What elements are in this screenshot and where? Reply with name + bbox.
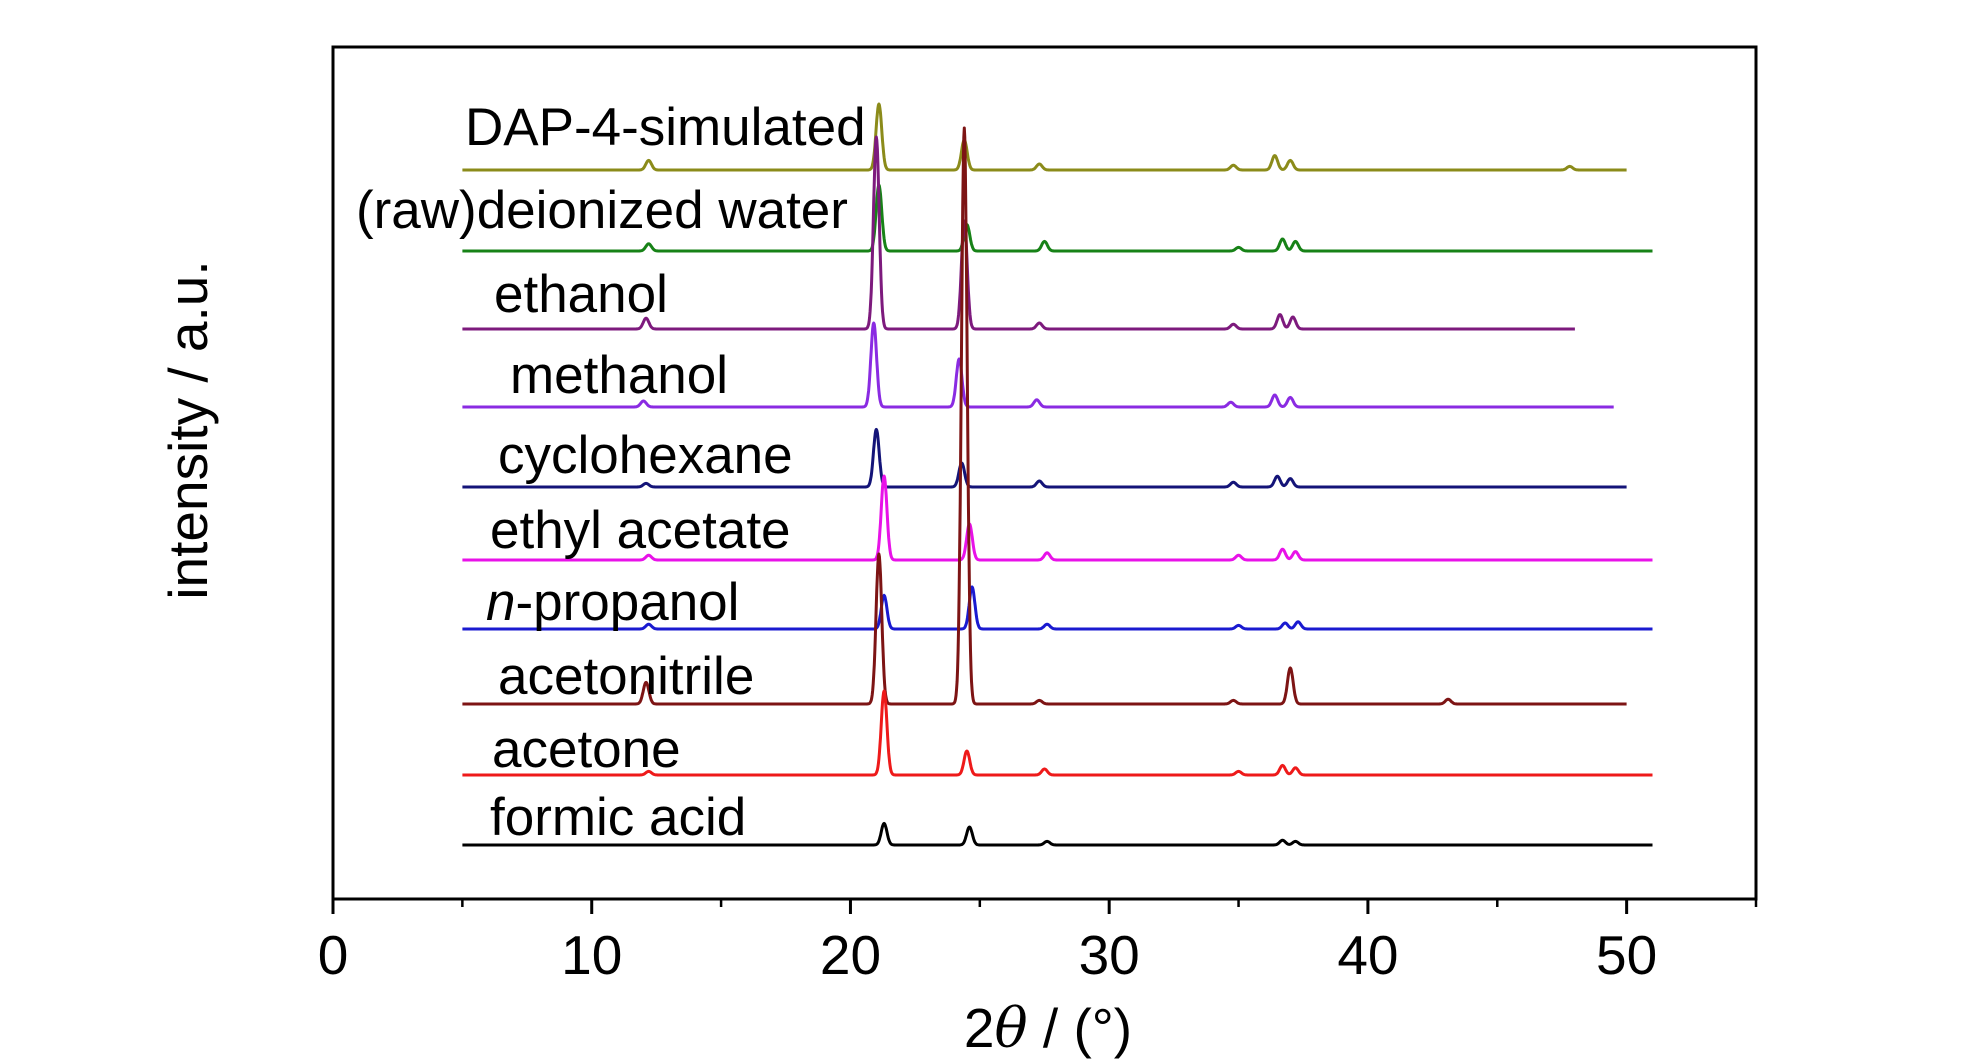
x-tick-label: 0 [318,924,349,986]
series-label-part: (raw)deionized water [356,181,848,240]
series-label-part: -propanol [515,573,739,632]
series-line-8 [461,689,1654,777]
series-label-3: methanol [510,346,728,405]
x-tick-label: 30 [1079,924,1140,986]
series-label-9: formic acid [490,788,746,847]
series-line-6 [461,585,1654,631]
series-layer [461,102,1654,847]
series-label-part: methanol [510,346,728,405]
series-label-part: n [486,573,515,632]
series-label-part: acetone [492,720,681,779]
series-label-4: cyclohexane [498,426,793,485]
series-label-2: ethanol [494,265,668,324]
series-line-1 [461,183,1654,253]
series-label-part: ethanol [494,265,668,324]
series-line-7 [461,126,1628,706]
x-axis-title-prefix: 2 [964,997,995,1059]
series-label-0: DAP-4-simulated [465,98,866,157]
series-line-2 [461,135,1576,331]
x-tick-layer: 0 10 20 30 40 50 [318,899,1758,986]
series-label-text: DAP-4-simulated [465,98,866,157]
x-tick-label: 20 [820,924,881,986]
series-label-1: (raw)deionized water [356,181,848,240]
x-axis-title: 2θ / (°) [964,996,1132,1060]
y-axis-title: intensity / a.u. [157,260,219,599]
series-label-6: n-propanol [486,573,739,632]
series-line-0 [461,102,1628,172]
series-label-part: formic acid [490,788,746,847]
series-line-4 [461,427,1628,489]
series-label-7: acetonitrile [498,647,754,706]
series-label-layer: DAP-4-simulated (raw)deionized water ethan… [356,98,866,847]
series-label-part: ethyl acetate [490,501,791,560]
x-axis-title-theta: θ [995,996,1028,1060]
x-tick-label: 40 [1337,924,1398,986]
x-tick-label: 10 [561,924,622,986]
series-label-8: acetone [492,720,681,779]
x-tick-label: 50 [1596,924,1657,986]
plot-frame [331,45,1758,901]
x-axis-title-unit: / (°) [1028,997,1132,1059]
series-label-5: ethyl acetate [490,501,791,560]
series-line-5 [461,474,1654,562]
series-label-part: cyclohexane [498,426,793,485]
series-line-3 [461,321,1615,409]
series-label-part: acetonitrile [498,647,754,706]
series-line-9 [461,821,1654,847]
